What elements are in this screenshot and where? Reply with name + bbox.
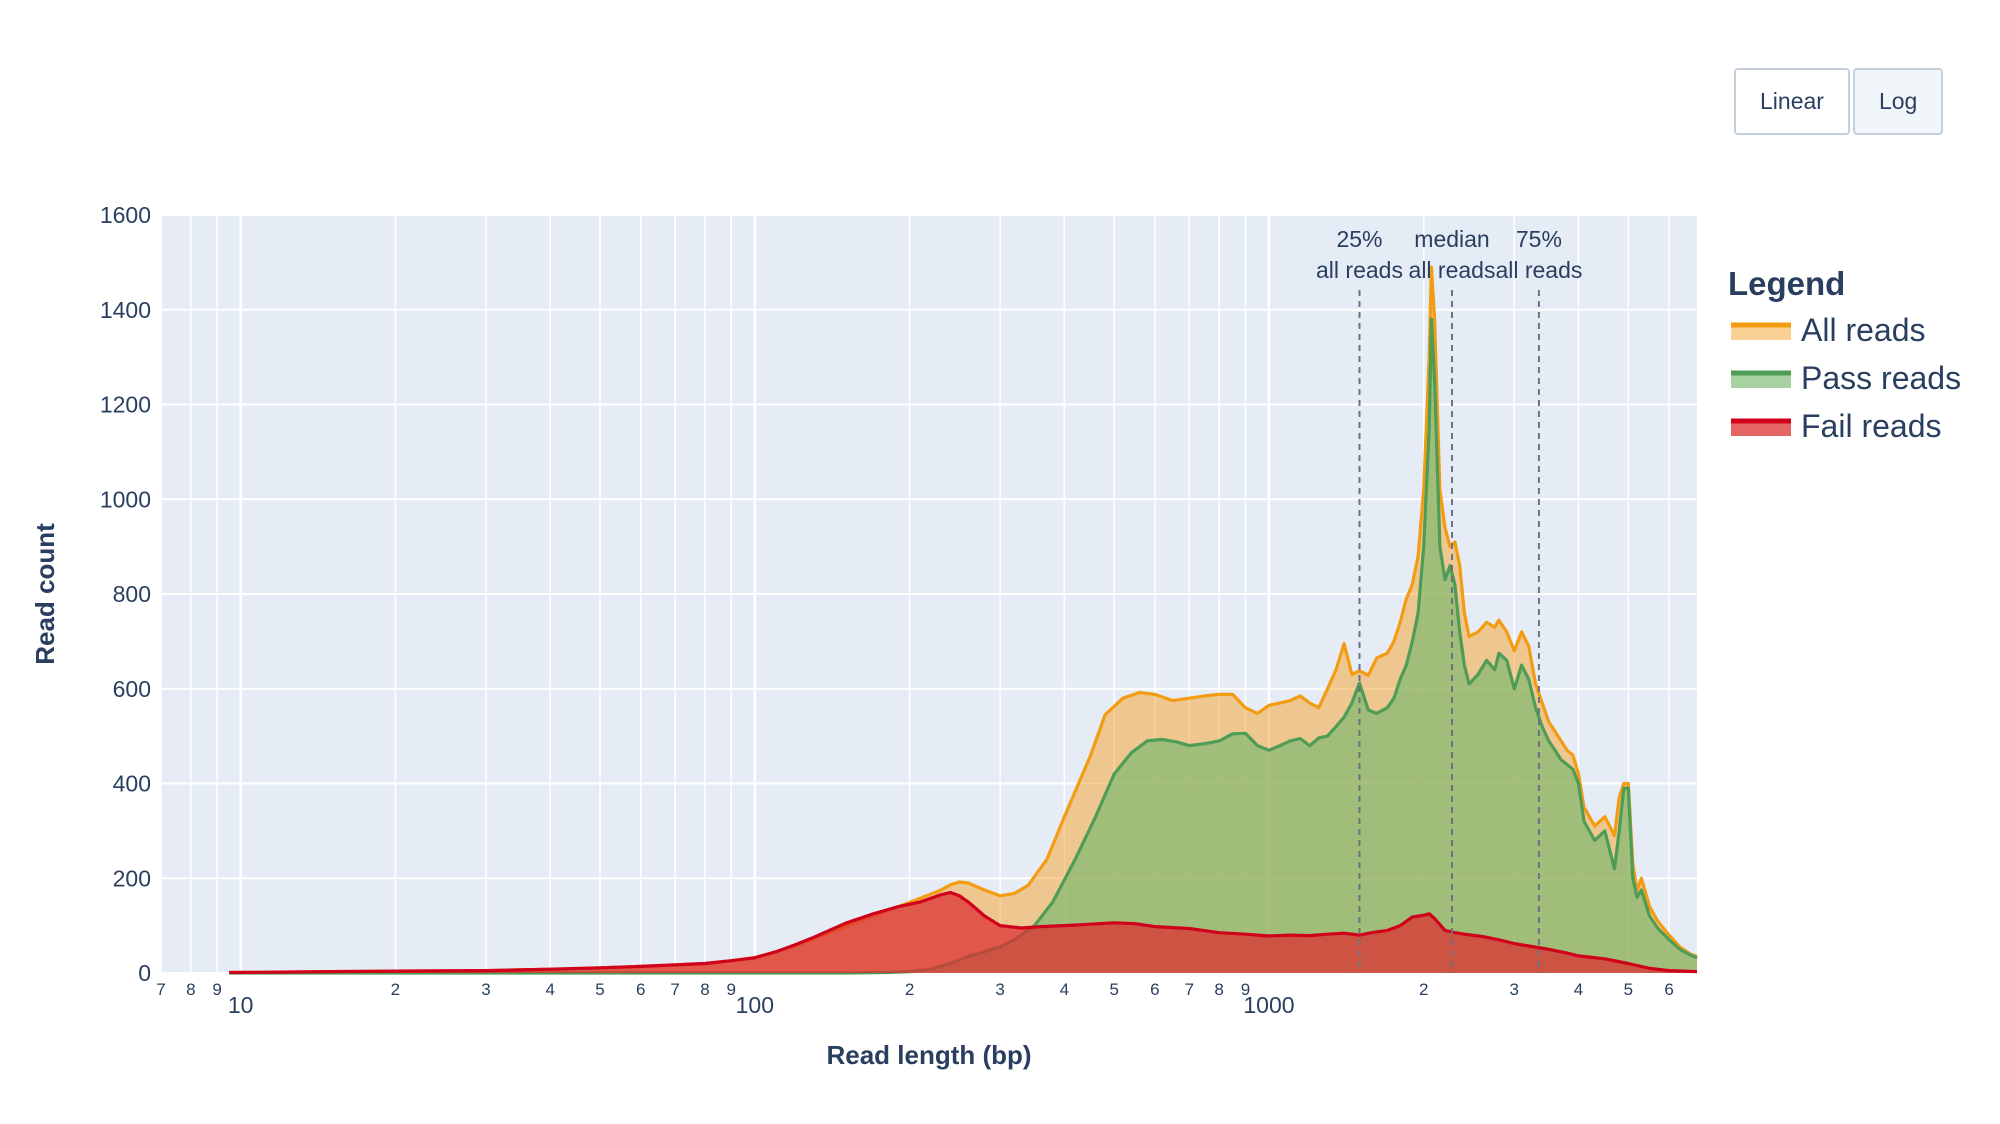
- x-minor-tick-label: 7: [1185, 980, 1194, 999]
- fail-reads-area: [229, 892, 1698, 973]
- x-minor-tick-label: 3: [1510, 980, 1519, 999]
- y-axis-label: Read count: [30, 523, 60, 665]
- x-minor-tick-label: 9: [727, 980, 736, 999]
- legend-swatch-pass-reads: [1731, 372, 1791, 388]
- x-axis-ticks: 7 8 9 2 3 4 5 6 7 8 9 2 3 4 5 6 7 8 9 2 3 4 5 610 100 1000: [156, 980, 1674, 1018]
- series-areas: [229, 265, 1698, 975]
- annotation-label: median: [1414, 226, 1489, 252]
- y-tick-label: 0: [138, 960, 151, 986]
- x-minor-tick-label: 9: [212, 980, 221, 999]
- pass-reads-line: [229, 317, 1698, 975]
- y-tick-label: 400: [113, 771, 151, 797]
- x-minor-tick-label: 7: [670, 980, 679, 999]
- x-major-tick-label: 1000: [1243, 992, 1294, 1018]
- x-minor-tick-label: 2: [905, 980, 914, 999]
- x-minor-tick-label: 2: [1419, 980, 1428, 999]
- x-minor-tick-label: 4: [1574, 980, 1583, 999]
- fail-reads-line: [229, 890, 1698, 975]
- x-minor-tick-label: 6: [1150, 980, 1159, 999]
- legend-label-fail-reads: Fail reads: [1801, 408, 1942, 444]
- annotation-label: 75%: [1516, 226, 1562, 252]
- x-minor-tick-label: 5: [595, 980, 604, 999]
- scale-toggle: Linear Log: [1734, 68, 1944, 135]
- legend-title: Legend: [1728, 265, 1845, 302]
- x-minor-tick-label: 2: [391, 980, 400, 999]
- y-tick-label: 1600: [100, 202, 151, 228]
- legend-label-all-reads: All reads: [1801, 312, 1926, 348]
- x-minor-tick-label: 4: [1060, 980, 1069, 999]
- x-minor-tick-label: 6: [636, 980, 645, 999]
- y-tick-label: 800: [113, 581, 151, 607]
- y-tick-label: 1000: [100, 486, 151, 512]
- pass-reads-area: [229, 319, 1698, 973]
- x-major-tick-label: 100: [736, 992, 774, 1018]
- y-tick-label: 200: [113, 865, 151, 891]
- x-minor-tick-label: 5: [1109, 980, 1118, 999]
- x-minor-tick-label: 6: [1664, 980, 1673, 999]
- legend-swatch-fail-reads: [1731, 420, 1791, 436]
- x-minor-tick-label: 4: [545, 980, 554, 999]
- x-axis-label: Read length (bp): [826, 1040, 1031, 1070]
- x-major-tick-label: 10: [228, 992, 254, 1018]
- x-minor-tick-label: 9: [1241, 980, 1250, 999]
- y-tick-label: 1400: [100, 297, 151, 323]
- linear-scale-button[interactable]: Linear: [1734, 68, 1850, 135]
- x-minor-tick-label: 8: [186, 980, 195, 999]
- annotation-sublabel: all reads: [1495, 257, 1582, 283]
- legend-label-pass-reads: Pass reads: [1801, 360, 1961, 396]
- x-minor-tick-label: 5: [1624, 980, 1633, 999]
- annotation-sublabel: all reads: [1316, 257, 1403, 283]
- legend: Legend All reads Pass reads Fail reads: [1728, 265, 1961, 444]
- annotation-sublabel: all reads: [1409, 257, 1496, 283]
- y-tick-label: 600: [113, 676, 151, 702]
- x-minor-tick-label: 8: [700, 980, 709, 999]
- x-minor-tick-label: 3: [481, 980, 490, 999]
- log-scale-button[interactable]: Log: [1852, 68, 1944, 135]
- x-minor-tick-label: 3: [995, 980, 1004, 999]
- y-axis-ticks: 0 200 400 600 800 1000 1200 1400 1600: [100, 202, 151, 986]
- x-minor-tick-label: 8: [1214, 980, 1223, 999]
- y-tick-label: 1200: [100, 392, 151, 418]
- annotation-label: 25%: [1336, 226, 1382, 252]
- legend-swatch-all-reads: [1731, 324, 1791, 340]
- gridlines: [160, 214, 1697, 974]
- x-minor-tick-label: 7: [156, 980, 165, 999]
